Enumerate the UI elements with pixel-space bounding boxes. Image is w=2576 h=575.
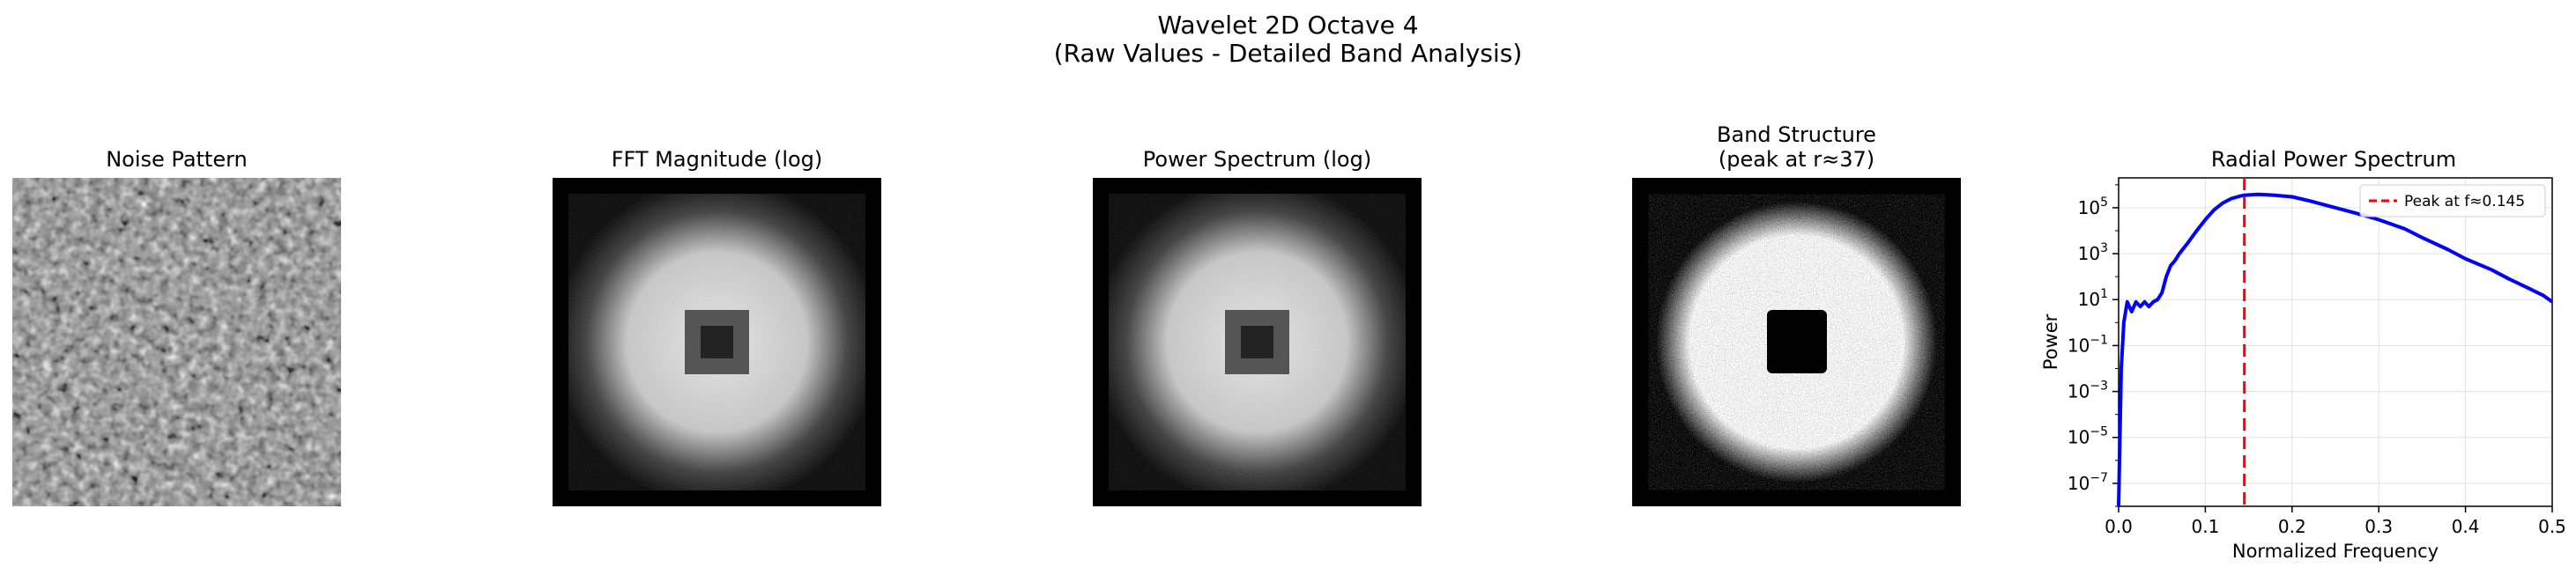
- y-tick-label: 105: [2078, 195, 2108, 218]
- noise-pattern-title: Noise Pattern: [106, 147, 248, 172]
- power-spectrum-image: [1093, 178, 1422, 506]
- y-tick-label: 101: [2078, 287, 2108, 310]
- power-series-line: [2117, 192, 2554, 507]
- band-structure-image: [1632, 178, 1961, 506]
- radial-spectrum-title: Radial Power Spectrum: [2210, 147, 2457, 172]
- noise-pattern-image: [12, 178, 341, 506]
- legend-box: [2359, 184, 2546, 217]
- x-tick-label: 0.0: [2105, 516, 2133, 537]
- band-structure-subtitle: (peak at r≈37): [1718, 147, 1875, 172]
- y-axis-label: Power: [2040, 313, 2061, 370]
- x-tick-label: 0.4: [2452, 516, 2480, 537]
- grid-lines: [2118, 178, 2553, 506]
- figure-subtitle: (Raw Values - Detailed Band Analysis): [1053, 39, 1523, 68]
- x-tick-label: 0.1: [2191, 516, 2219, 537]
- y-tick-label: 103: [2078, 241, 2108, 264]
- x-tick-label: 0.2: [2278, 516, 2306, 537]
- x-tick-label: 0.5: [2538, 516, 2566, 537]
- fft-magnitude-image: [553, 178, 881, 506]
- plot-frame: [2118, 177, 2553, 507]
- y-tick-label: 10−3: [2067, 380, 2108, 402]
- y-tick-label: 10−7: [2067, 471, 2108, 494]
- legend: Peak at f≈0.145: [2359, 184, 2546, 217]
- axes: 0.0 0.1 0.2 0.3 0.4 0.5 105 103 101 10−1 10−3 10−5 1…: [2040, 177, 2566, 562]
- fft-magnitude-title: FFT Magnitude (log): [611, 147, 823, 172]
- power-spectrum-title: Power Spectrum (log): [1142, 147, 1372, 172]
- x-axis-label: Normalized Frequency: [2232, 541, 2439, 562]
- band-structure-title: Band Structure: [1717, 122, 1876, 147]
- series-layer: [2117, 178, 2554, 507]
- x-tick-label: 0.3: [2364, 516, 2393, 537]
- figure-title: Wavelet 2D Octave 4: [1157, 11, 1419, 40]
- legend-label: Peak at f≈0.145: [2404, 193, 2525, 210]
- y-tick-label: 10−1: [2067, 333, 2108, 356]
- y-tick-label: 10−5: [2067, 425, 2108, 448]
